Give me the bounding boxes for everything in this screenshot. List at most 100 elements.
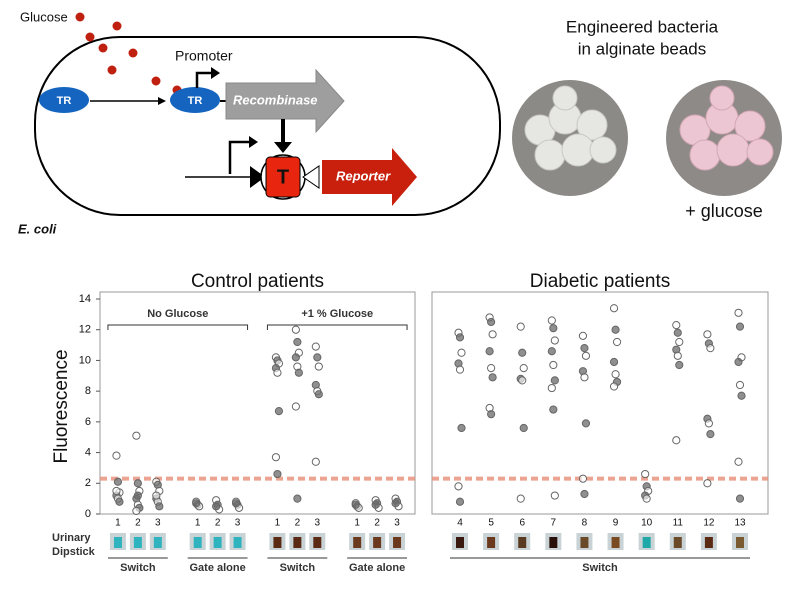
data-point: [578, 474, 588, 483]
data-point: [314, 362, 323, 371]
x-tick-label: 9: [613, 518, 619, 529]
data-point: [273, 469, 282, 479]
promoter-arrow: [228, 140, 250, 174]
data-point: [488, 330, 497, 339]
data-point: [391, 499, 400, 508]
dipstick-pad: [313, 537, 322, 548]
data-point: [609, 382, 619, 391]
data-point: [581, 351, 591, 360]
data-point: [371, 500, 380, 509]
reporter-label: Reporter: [336, 168, 391, 183]
x-tick-label: 1: [354, 518, 360, 529]
arrow-head: [158, 97, 166, 105]
dipstick-pad: [133, 537, 142, 548]
photo-title: in alginate beads: [578, 39, 707, 58]
data-point: [550, 491, 559, 500]
y-tick-label: 12: [79, 324, 91, 336]
terminator-label: T: [277, 166, 289, 188]
y-tick-label: 2: [85, 477, 91, 489]
data-point: [547, 347, 556, 356]
data-point: [609, 304, 619, 313]
dipstick-pad: [353, 537, 362, 548]
photos: Engineered bacteria in alginate beads + …: [512, 17, 782, 221]
data-point: [516, 322, 525, 331]
data-point: [580, 373, 589, 382]
x-tick-label: 1: [195, 518, 201, 529]
y-tick-label: 6: [85, 416, 91, 428]
x-tick-label: 11: [673, 518, 684, 529]
data-point: [311, 342, 320, 351]
data-point: [314, 390, 323, 399]
x-tick-label: 3: [394, 518, 400, 529]
dipstick-pad: [549, 537, 558, 548]
x-tick-label: 1: [115, 518, 121, 529]
data-point: [351, 500, 360, 509]
x-tick-label: 5: [488, 518, 494, 529]
group-label: Switch: [280, 562, 316, 574]
data-point: [152, 491, 161, 500]
data-point: [550, 376, 559, 385]
data-point: [274, 407, 284, 416]
y-tick-label: 8: [85, 385, 91, 397]
recombinase-label: Recombinase: [233, 92, 318, 107]
bracket: [266, 324, 408, 330]
cell-diagram: Glucose TR TR Promoter Recombinase T Rep…: [18, 9, 501, 236]
data-point: [609, 357, 619, 367]
reporter-gene: [322, 148, 417, 206]
x-tick-label: 13: [734, 518, 746, 529]
data-point: [673, 351, 682, 360]
data-point: [293, 337, 302, 347]
data-point: [212, 502, 221, 511]
dipstick-pad: [580, 537, 589, 548]
data-point: [113, 477, 123, 486]
data-point: [549, 324, 558, 333]
group-label: Switch: [582, 562, 618, 574]
data-point: [706, 430, 715, 439]
x-tick-label: 12: [703, 518, 715, 529]
promoter-head: [249, 136, 258, 148]
data-point: [488, 373, 497, 382]
dipstick-pad: [153, 537, 162, 548]
data-point: [519, 364, 528, 373]
data-point: [550, 336, 559, 345]
chart-title: Diabetic patients: [530, 271, 670, 292]
data-point: [580, 489, 589, 499]
dipstick-pad: [373, 537, 382, 548]
dipstick-pad: [293, 537, 302, 548]
chart-title: Control patients: [191, 271, 324, 292]
data-point: [115, 497, 124, 506]
glucose-label: Glucose: [20, 9, 68, 24]
data-point: [519, 423, 528, 433]
dipstick-pad: [642, 537, 651, 548]
data-point: [734, 457, 743, 466]
x-tick-label: 4: [457, 518, 463, 529]
data-point: [485, 347, 494, 356]
dipstick-label: Urinary: [52, 532, 91, 544]
data-point: [703, 479, 712, 488]
data-point: [581, 419, 591, 428]
data-point: [487, 317, 496, 327]
data-point: [291, 353, 300, 362]
y-tick-label: 10: [79, 354, 91, 366]
data-point: [672, 321, 681, 330]
promoter-label: Promoter: [175, 48, 233, 64]
dipstick-pad: [456, 537, 464, 548]
data-point: [673, 328, 682, 337]
promoter-head: [211, 67, 220, 79]
dipstick-pad: [193, 537, 202, 548]
data-point: [706, 344, 715, 353]
data-point: [518, 348, 527, 357]
data-point: [734, 357, 743, 367]
site: [250, 166, 265, 188]
glucose-dots: [75, 12, 182, 95]
data-point: [735, 322, 745, 331]
recombinase-gene: [225, 68, 345, 134]
dipstick-pad: [213, 537, 222, 548]
tr-label: TR: [57, 95, 72, 107]
data-point: [132, 431, 141, 440]
data-point: [737, 391, 746, 400]
data-point: [611, 325, 620, 334]
data-point: [313, 353, 322, 362]
tr-label: TR: [188, 95, 203, 107]
